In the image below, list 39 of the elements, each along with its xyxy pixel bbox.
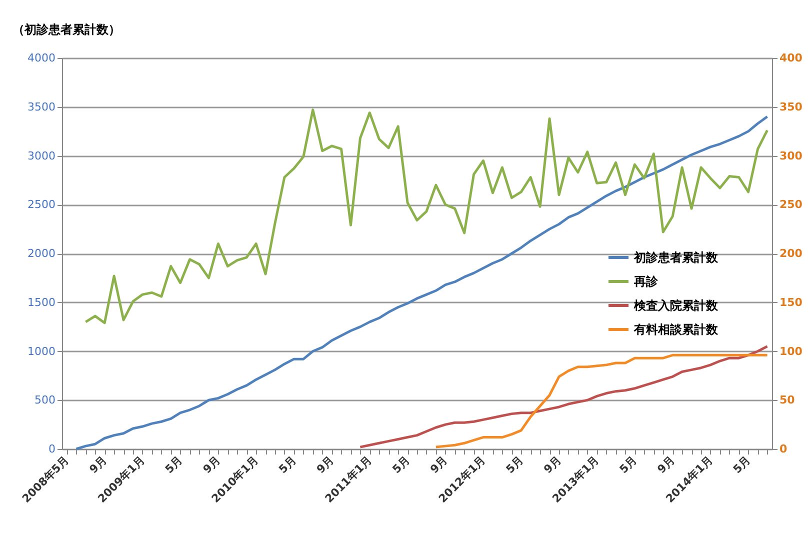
y-tick-label: 1000 bbox=[28, 344, 56, 358]
y2-tick-label: 150 bbox=[780, 296, 803, 309]
x-tick-label: 9月 bbox=[314, 454, 337, 476]
x-tick-label: 9月 bbox=[428, 454, 450, 476]
y-tick-label: 3500 bbox=[28, 100, 56, 114]
x-tick-label: 9月 bbox=[541, 454, 564, 476]
y2-tick-label: 100 bbox=[780, 344, 803, 358]
y2-tick-label: 300 bbox=[780, 149, 803, 162]
y2-tick-label: 50 bbox=[780, 394, 796, 407]
y2-tick-label: 350 bbox=[780, 100, 803, 114]
y-tick-label: 0 bbox=[48, 442, 56, 456]
x-tick-label: 5月 bbox=[617, 454, 640, 476]
y-tick-label: 1500 bbox=[28, 296, 56, 309]
x-tick-label: 5月 bbox=[730, 454, 754, 476]
x-tick-label: 5月 bbox=[390, 454, 412, 476]
legend-label: 初診患者累計数 bbox=[633, 250, 719, 264]
x-tick-label: 5月 bbox=[276, 454, 299, 476]
y2-tick-label: 0 bbox=[780, 442, 788, 456]
x-tick-label: 5月 bbox=[503, 454, 526, 476]
line-series bbox=[358, 345, 769, 448]
legend-label: 再診 bbox=[633, 274, 659, 288]
line-series bbox=[74, 115, 769, 450]
y-tick-label: 4000 bbox=[28, 52, 56, 64]
line-series bbox=[84, 108, 769, 324]
y2-tick-label: 200 bbox=[780, 247, 803, 260]
y-tick-label: 3000 bbox=[28, 149, 56, 162]
y2-tick-label: 250 bbox=[780, 198, 803, 212]
legend-label: 検査入院累計数 bbox=[633, 298, 719, 312]
line-series bbox=[434, 354, 769, 448]
y-tick-label: 2000 bbox=[28, 247, 56, 260]
x-tick-label: 9月 bbox=[200, 454, 223, 476]
x-tick-label: 5月 bbox=[162, 454, 186, 476]
y-tick-label: 2500 bbox=[28, 198, 56, 212]
y-axis-title: （初診患者累計数） bbox=[12, 22, 120, 36]
x-tick-label: 9月 bbox=[654, 454, 678, 476]
y2-tick-label: 400 bbox=[780, 52, 803, 64]
y-tick-label: 500 bbox=[34, 394, 56, 407]
legend-label: 有料相談累計数 bbox=[633, 322, 719, 336]
x-tick-label: 9月 bbox=[86, 454, 110, 476]
